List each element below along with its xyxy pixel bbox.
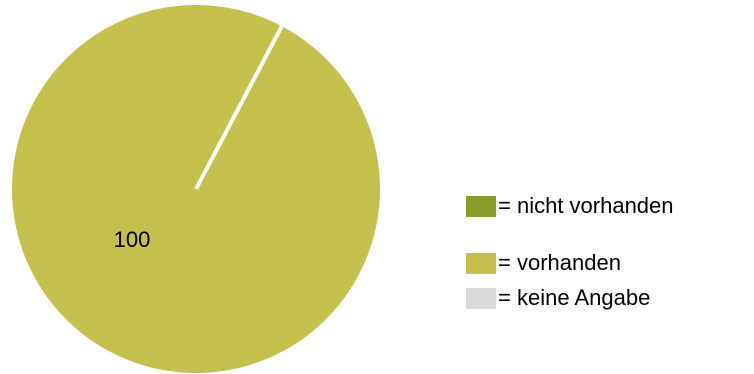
pie-data-label: 100 [114,227,151,252]
legend-swatch-vorhanden [466,253,496,274]
legend-swatch-keine-angabe [466,288,496,309]
legend-item-nicht-vorhanden: = nicht vorhanden [466,193,754,232]
legend-label-vorhanden: = vorhanden [498,250,621,275]
pie-slices [12,5,380,373]
legend-item-vorhanden: = vorhanden [466,250,754,289]
legend-swatch-nicht-vorhanden [466,196,496,217]
legend-label-keine-angabe: = keine Angabe [498,285,651,310]
chart-legend: = nicht vorhanden = vorhanden = keine An… [466,193,754,324]
legend-label-nicht-vorhanden: = nicht vorhanden [498,193,674,218]
legend-item-keine-angabe: = keine Angabe [466,285,754,324]
pie-slice-separator [194,25,284,190]
